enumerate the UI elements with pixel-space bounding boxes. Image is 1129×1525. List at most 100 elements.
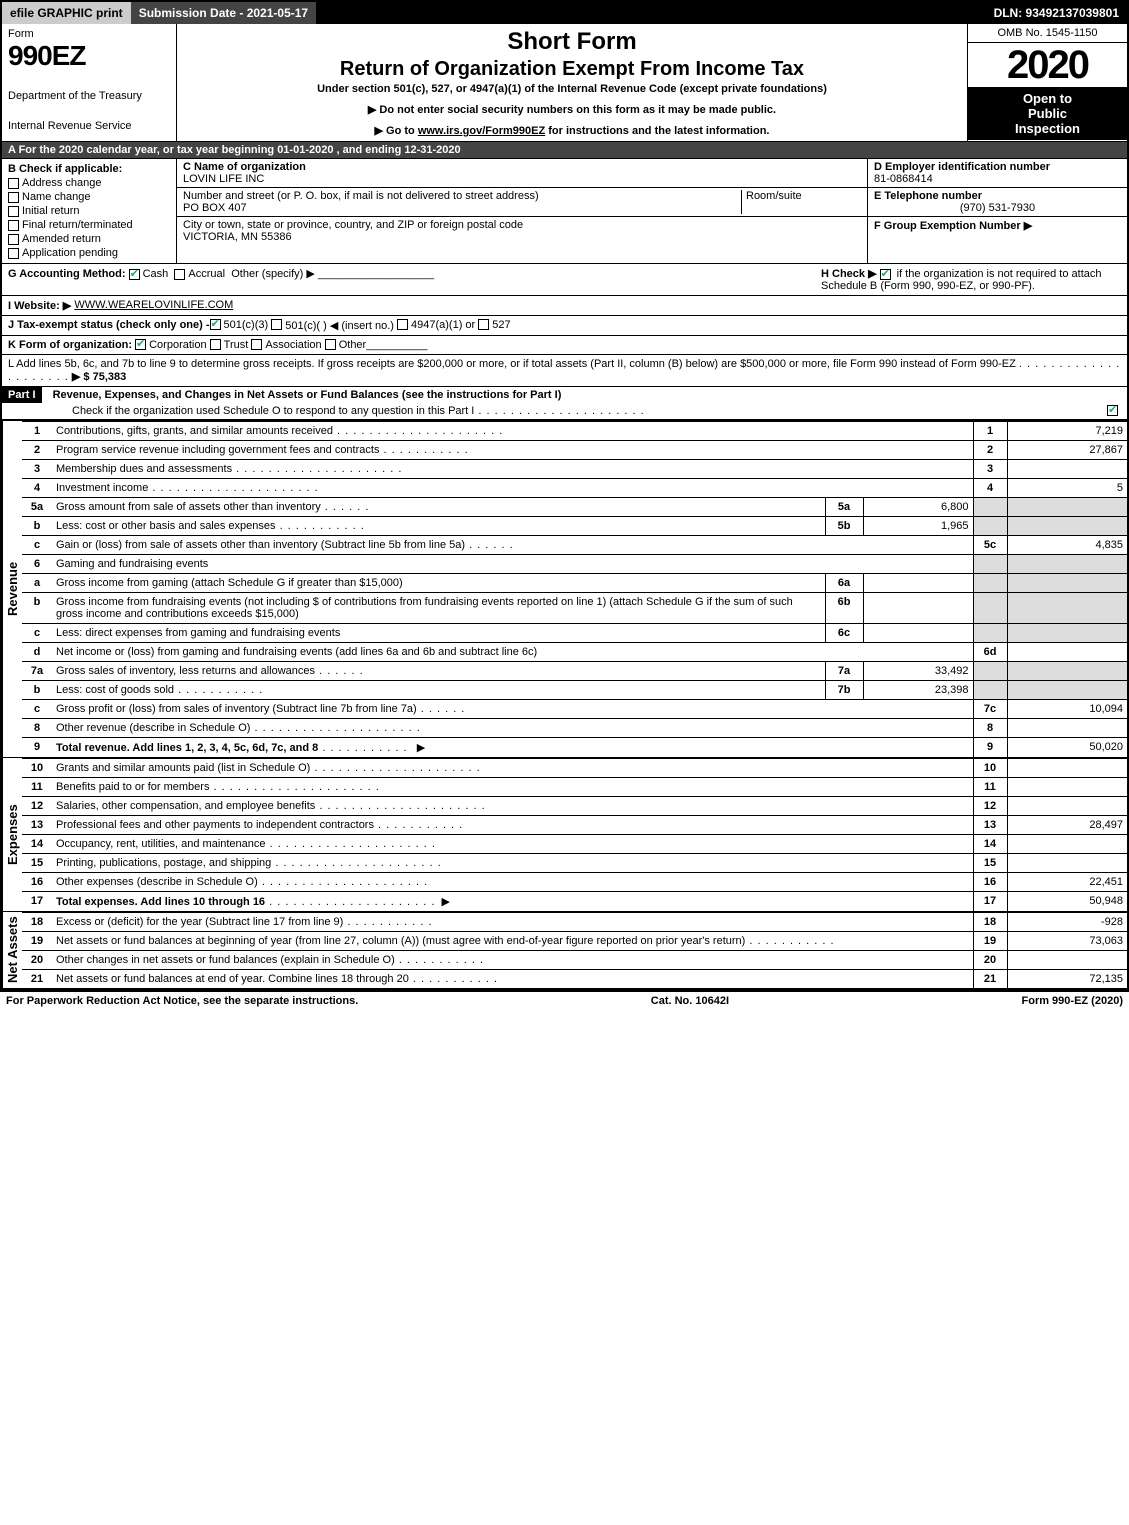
revenue-table: 1Contributions, gifts, grants, and simil… bbox=[22, 421, 1127, 757]
line-10: 10Grants and similar amounts paid (list … bbox=[22, 759, 1127, 778]
ck-527[interactable] bbox=[478, 319, 489, 330]
l-amount: ▶ $ 75,383 bbox=[72, 371, 126, 383]
footer-left: For Paperwork Reduction Act Notice, see … bbox=[6, 995, 358, 1007]
line-2: 2Program service revenue including gover… bbox=[22, 441, 1127, 460]
goto-line: ▶ Go to www.irs.gov/Form990EZ for instru… bbox=[185, 124, 959, 137]
i-label: I Website: ▶ bbox=[8, 299, 71, 312]
k-assoc: Association bbox=[265, 339, 321, 351]
ck-trust[interactable] bbox=[210, 339, 221, 350]
row-i: I Website: ▶ WWW.WEARELOVINLIFE.COM bbox=[2, 296, 1127, 316]
city-label: City or town, state or province, country… bbox=[183, 219, 861, 231]
ck-4947[interactable] bbox=[397, 319, 408, 330]
topbar-spacer bbox=[316, 2, 985, 24]
row-g-h: G Accounting Method: Cash Accrual Other … bbox=[2, 264, 1127, 296]
dln-number: DLN: 93492137039801 bbox=[986, 2, 1127, 24]
line-7c: cGross profit or (loss) from sales of in… bbox=[22, 700, 1127, 719]
expenses-side-label: Expenses bbox=[2, 758, 22, 911]
line-14: 14Occupancy, rent, utilities, and mainte… bbox=[22, 835, 1127, 854]
line-11: 11Benefits paid to or for members11 bbox=[22, 778, 1127, 797]
line-7a: 7aGross sales of inventory, less returns… bbox=[22, 662, 1127, 681]
net-assets-table: 18Excess or (deficit) for the year (Subt… bbox=[22, 912, 1127, 988]
ck-other-org[interactable] bbox=[325, 339, 336, 350]
line-12: 12Salaries, other compensation, and empl… bbox=[22, 797, 1127, 816]
city-value: VICTORIA, MN 55386 bbox=[183, 231, 861, 243]
ck-name-change-label: Name change bbox=[22, 191, 91, 203]
g-other-label: Other (specify) ▶ bbox=[231, 268, 315, 280]
line-9: 9Total revenue. Add lines 1, 2, 3, 4, 5c… bbox=[22, 738, 1127, 758]
line-20: 20Other changes in net assets or fund ba… bbox=[22, 951, 1127, 970]
dept-irs: Internal Revenue Service bbox=[8, 120, 170, 132]
line-13: 13Professional fees and other payments t… bbox=[22, 816, 1127, 835]
e-phone-label: E Telephone number bbox=[874, 190, 1121, 202]
revenue-side-label: Revenue bbox=[2, 421, 22, 757]
column-c: C Name of organization LOVIN LIFE INC Nu… bbox=[177, 159, 867, 263]
form-header: Form 990EZ Department of the Treasury In… bbox=[2, 24, 1127, 142]
ck-application-pending[interactable]: Application pending bbox=[8, 247, 170, 259]
addr-value: PO BOX 407 bbox=[183, 202, 741, 214]
dept-treasury: Department of the Treasury bbox=[8, 90, 170, 102]
addr-label: Number and street (or P. O. box, if mail… bbox=[183, 190, 741, 202]
e-phone-row: E Telephone number (970) 531-7930 bbox=[868, 188, 1127, 217]
form-word: Form bbox=[8, 28, 170, 40]
header-left: Form 990EZ Department of the Treasury In… bbox=[2, 24, 177, 141]
expenses-section: Expenses 10Grants and similar amounts pa… bbox=[2, 758, 1127, 912]
c-name-label: C Name of organization bbox=[183, 161, 861, 173]
column-def: D Employer identification number 81-0868… bbox=[867, 159, 1127, 263]
ck-h[interactable] bbox=[880, 269, 891, 280]
line-6d: dNet income or (loss) from gaming and fu… bbox=[22, 643, 1127, 662]
ck-name-change[interactable]: Name change bbox=[8, 191, 170, 203]
ck-initial-return-label: Initial return bbox=[22, 205, 79, 217]
k-corp: Corporation bbox=[149, 339, 206, 351]
ck-association[interactable] bbox=[251, 339, 262, 350]
omb-number: OMB No. 1545-1150 bbox=[968, 24, 1127, 43]
f-group-label: F Group Exemption Number ▶ bbox=[874, 220, 1032, 232]
ck-accrual-label: Accrual bbox=[188, 268, 225, 280]
net-assets-side-label: Net Assets bbox=[2, 912, 22, 988]
ck-501c[interactable] bbox=[271, 319, 282, 330]
header-right: OMB No. 1545-1150 2020 Open to Public In… bbox=[967, 24, 1127, 141]
line-6a: aGross income from gaming (attach Schedu… bbox=[22, 574, 1127, 593]
website-value[interactable]: WWW.WEARELOVINLIFE.COM bbox=[74, 299, 233, 312]
header-middle: Short Form Return of Organization Exempt… bbox=[177, 24, 967, 141]
f-group-row: F Group Exemption Number ▶ bbox=[868, 217, 1127, 263]
k-other: Other bbox=[339, 339, 367, 351]
goto-tail: for instructions and the latest informat… bbox=[545, 125, 769, 137]
c-city-row: City or town, state or province, country… bbox=[177, 217, 867, 245]
ck-address-change[interactable]: Address change bbox=[8, 177, 170, 189]
room-suite: Room/suite bbox=[741, 190, 861, 214]
line-21: 21Net assets or fund balances at end of … bbox=[22, 970, 1127, 989]
d-ein-label: D Employer identification number bbox=[874, 161, 1121, 173]
ck-cash[interactable] bbox=[129, 269, 140, 280]
j-4947: 4947(a)(1) or bbox=[411, 319, 475, 332]
submission-date: Submission Date - 2021-05-17 bbox=[131, 2, 316, 24]
e-phone-value: (970) 531-7930 bbox=[874, 202, 1121, 214]
ck-amended-return[interactable]: Amended return bbox=[8, 233, 170, 245]
org-name: LOVIN LIFE INC bbox=[183, 173, 861, 185]
row-l: L Add lines 5b, 6c, and 7b to line 9 to … bbox=[2, 355, 1127, 387]
part1-header-row: Part I Revenue, Expenses, and Changes in… bbox=[2, 387, 1127, 421]
expenses-table: 10Grants and similar amounts paid (list … bbox=[22, 758, 1127, 911]
ck-corporation[interactable] bbox=[135, 339, 146, 350]
j-501c3: 501(c)(3) bbox=[224, 319, 269, 332]
row-h: H Check ▶ if the organization is not req… bbox=[821, 267, 1121, 292]
line-6: 6Gaming and fundraising events bbox=[22, 555, 1127, 574]
inspect-2: Public bbox=[972, 106, 1123, 121]
line-4: 4Investment income45 bbox=[22, 479, 1127, 498]
j-501c: 501(c)( ) ◀ (insert no.) bbox=[285, 319, 394, 332]
ck-schedule-o[interactable] bbox=[1107, 405, 1118, 416]
return-title: Return of Organization Exempt From Incom… bbox=[185, 58, 959, 81]
ck-accrual[interactable] bbox=[174, 269, 185, 280]
line-19: 19Net assets or fund balances at beginni… bbox=[22, 932, 1127, 951]
row-j: J Tax-exempt status (check only one) - 5… bbox=[2, 316, 1127, 336]
ck-initial-return[interactable]: Initial return bbox=[8, 205, 170, 217]
line-5a: 5aGross amount from sale of assets other… bbox=[22, 498, 1127, 517]
footer-mid: Cat. No. 10642I bbox=[651, 995, 729, 1007]
line-15: 15Printing, publications, postage, and s… bbox=[22, 854, 1127, 873]
line-6c: cLess: direct expenses from gaming and f… bbox=[22, 624, 1127, 643]
ck-final-return[interactable]: Final return/terminated bbox=[8, 219, 170, 231]
ck-501c3[interactable] bbox=[210, 319, 221, 330]
goto-link[interactable]: www.irs.gov/Form990EZ bbox=[418, 125, 545, 137]
efile-print-button[interactable]: efile GRAPHIC print bbox=[2, 2, 131, 24]
c-addr-row: Number and street (or P. O. box, if mail… bbox=[177, 188, 867, 217]
net-assets-section: Net Assets 18Excess or (deficit) for the… bbox=[2, 912, 1127, 990]
